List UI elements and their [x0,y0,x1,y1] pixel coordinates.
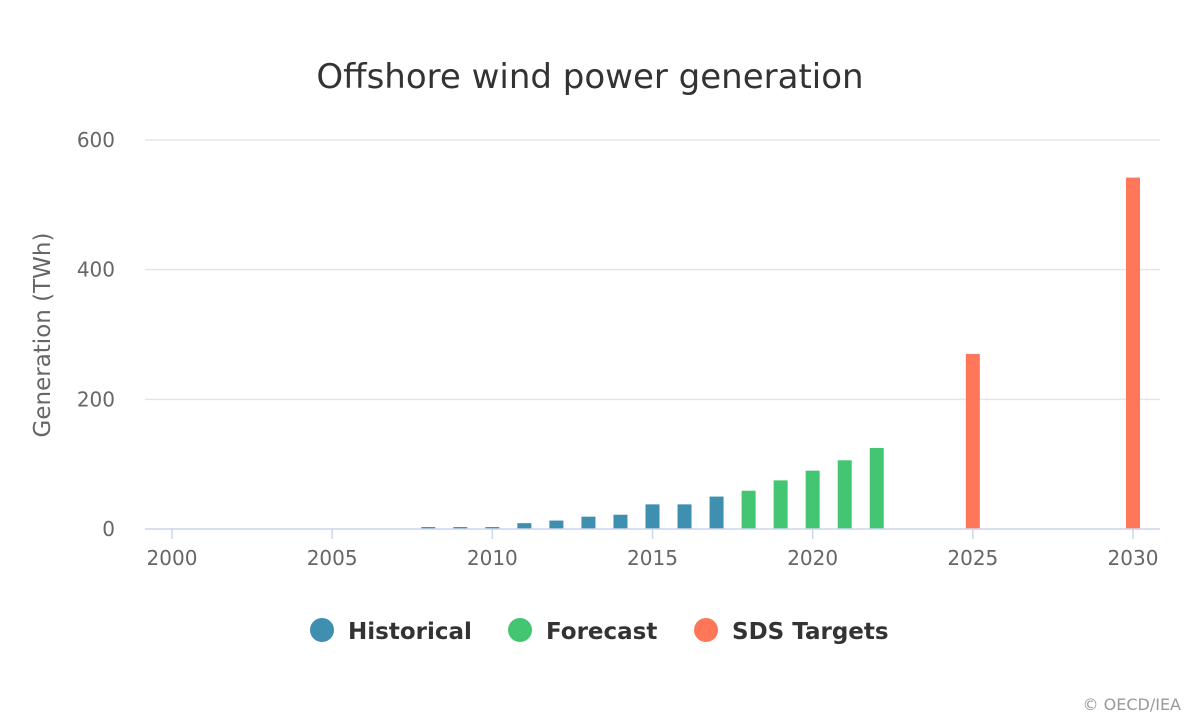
y-axis-ticks: 0 200 400 600 [77,128,115,541]
bar-sds-targets-2025 [965,353,980,529]
bar-historical-2009 [453,527,468,529]
bar-forecast-2021 [837,460,852,529]
x-tick-label: 2005 [307,546,358,570]
y-tick-label: 400 [77,258,115,282]
x-tick-label: 2000 [147,546,198,570]
x-tick-label: 2030 [1108,546,1159,570]
grid-lines [145,139,1160,401]
x-tick-label: 2010 [467,546,518,570]
legend-marker [694,618,718,642]
bar-forecast-2018 [741,490,756,529]
credit-text: © OECD/IEA [1083,695,1182,714]
bar-historical-2016 [677,504,692,529]
bar-forecast-2019 [773,480,788,529]
bar-historical-2008 [421,527,436,529]
legend-item-sds-targets[interactable]: SDS Targets [694,618,889,645]
bar-historical-2011 [517,523,532,529]
bar-historical-2010 [485,527,500,529]
bars [421,177,1140,529]
bar-forecast-2020 [805,470,820,529]
bar-historical-2015 [645,504,660,529]
legend-label: Forecast [546,619,657,645]
chart-title: Offshore wind power generation [316,57,863,97]
x-axis-ticks: 2000 2005 2010 2015 2020 2025 2030 [147,529,1159,570]
x-tick-label: 2020 [787,546,838,570]
legend-item-historical[interactable]: Historical [310,618,472,645]
y-tick-label: 600 [77,128,115,152]
bar-historical-2013 [581,516,596,529]
legend-label: Historical [348,619,472,645]
legend-marker [508,618,532,642]
legend-item-forecast[interactable]: Forecast [508,618,657,645]
y-tick-label: 200 [77,387,115,411]
x-tick-label: 2015 [627,546,678,570]
bar-historical-2014 [613,514,628,529]
y-axis-label: Generation (TWh) [30,233,56,438]
legend: Historical Forecast SDS Targets [310,618,889,645]
bar-forecast-2022 [869,447,884,529]
x-tick-label: 2025 [947,546,998,570]
legend-marker [310,618,334,642]
bar-historical-2012 [549,520,564,529]
legend-label: SDS Targets [732,619,889,645]
y-tick-label: 0 [102,517,115,541]
bar-historical-2017 [709,496,724,529]
bar-sds-targets-2030 [1126,177,1140,529]
